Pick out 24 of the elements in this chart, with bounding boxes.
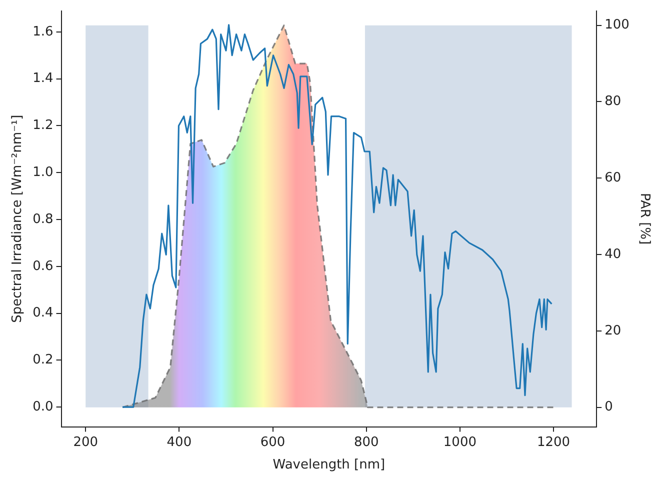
x-tick-label: 1000 xyxy=(443,434,476,450)
y-tick-label: 0.2 xyxy=(32,352,54,368)
y-tick-label: 0.6 xyxy=(32,258,54,274)
y2-tick-label: 40 xyxy=(604,246,622,262)
x-tick-label: 800 xyxy=(354,434,379,450)
y-tick-label: 1.6 xyxy=(32,24,54,40)
x-tick-label: 200 xyxy=(73,434,98,450)
y-tick-label: 1.4 xyxy=(32,71,54,86)
y-tick-label: 0.0 xyxy=(32,399,54,414)
y2-tick-label: 100 xyxy=(604,18,630,33)
y2-tick-label: 20 xyxy=(604,323,622,338)
x-tick-label: 1200 xyxy=(536,434,570,450)
x-tick-label: 400 xyxy=(166,434,192,450)
x-tick-label: 600 xyxy=(260,434,286,450)
y-axis-title: Spectral Irradiance [Wm⁻²nm⁻¹] xyxy=(10,114,26,323)
y2-tick-label: 60 xyxy=(604,170,622,186)
x-axis-title: Wavelength [nm] xyxy=(272,458,386,473)
y2-axis-title: PAR [%] xyxy=(636,193,652,245)
y2-tick-label: 0 xyxy=(604,400,613,415)
y-tick-label: 1.0 xyxy=(32,164,54,180)
y-tick-label: 0.8 xyxy=(32,212,54,227)
y-tick-label: 1.2 xyxy=(32,118,54,134)
y2-tick-label: 80 xyxy=(604,94,622,110)
y-tick-label: 0.4 xyxy=(32,306,54,321)
